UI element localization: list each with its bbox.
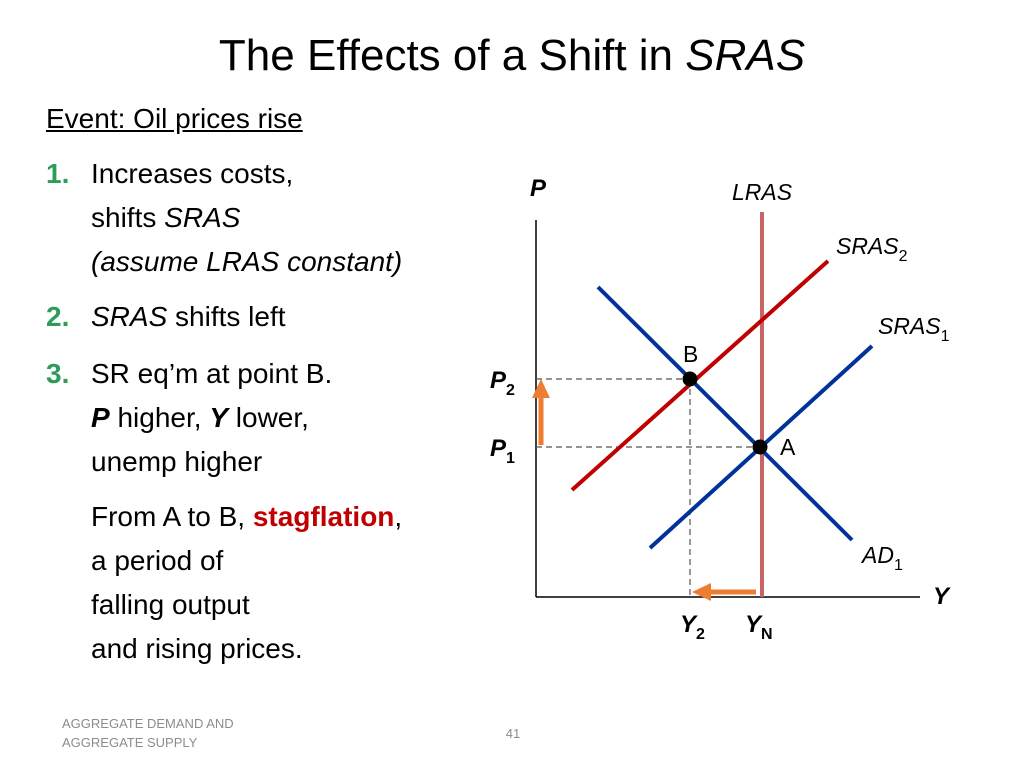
item-2-sras: SRAS [91,301,168,332]
point-b-marker [682,371,698,387]
y2-label-sub: 2 [696,626,705,643]
item-3-p-text: higher, [109,402,210,433]
sras1-label: SRAS1 [878,313,950,345]
yn-label-main: Y [745,611,763,638]
item-3-line-2: P higher, Y lower, [91,396,309,440]
item-2-number: 2. [46,301,70,332]
price-rise-arrowhead [532,379,550,398]
title-text: The Effects of a Shift in [218,31,674,80]
p1-label-main: P [490,435,507,462]
sras2-label: SRAS2 [836,233,908,265]
item-1-sras: SRAS [164,202,241,233]
sras1-label-sub: 1 [941,328,950,345]
item-1-line-1: Increases costs, [91,158,294,189]
item-3-line-1: SR eq’m at point B. [91,358,333,389]
item-3-line-3: unemp higher [91,446,263,477]
item-3-y-text: lower, [228,402,309,433]
stagflation-line-1: From A to B, stagflation, [91,495,402,539]
point-b-label: B [683,341,698,367]
item-1-number: 1. [46,158,70,189]
item-2-line: SRAS shifts left [91,295,286,339]
page-number: 41 [505,726,521,741]
output-fall-arrowhead [692,583,711,601]
title-italic: SRAS [685,31,806,80]
sras2-label-main: SRAS [836,233,899,259]
p2-label: P2 [490,367,515,399]
yn-label: YN [745,611,773,643]
stagflation-term: stagflation [252,501,395,532]
x-axis-label: Y [933,583,951,610]
item-1-line-3: (assume LRAS constant) [91,246,403,277]
item-3-number: 3. [46,358,70,389]
slide-title: The Effects of a Shift in SRAS [0,28,1024,84]
y2-label-main: Y [680,611,698,638]
ad1-curve [596,285,854,542]
stagflation-line-2: a period of [91,545,224,576]
ad1-label-sub: 1 [894,557,903,574]
stagflation-line-4: and rising prices. [91,633,303,664]
item-2-text: shifts left [167,301,286,332]
yn-label-sub: N [761,626,773,643]
event-heading: Event: Oil prices rise [46,103,303,134]
stagflation-suffix: , [394,501,403,532]
footer-course-title: AGGREGATE DEMAND AND AGGREGATE SUPPLY [62,714,234,752]
footer-line-2: AGGREGATE SUPPLY [62,735,198,750]
footer-line-1: AGGREGATE DEMAND AND [62,716,234,731]
y-axis-label: P [530,175,547,202]
sras1-label-main: SRAS [878,313,941,339]
item-1-text: shifts [91,202,165,233]
item-1-line-2: shifts SRAS [91,196,240,240]
stagflation-line-3: falling output [91,589,250,620]
ad1-label: AD1 [860,542,903,574]
point-a-marker [752,439,768,455]
sras2-curve [570,259,830,492]
point-a-label: A [780,434,796,460]
y2-label: Y2 [680,611,705,643]
p2-label-sub: 2 [506,382,515,399]
lras-label: LRAS [732,179,793,205]
p1-label: P1 [490,435,515,467]
p1-label-sub: 1 [506,450,515,467]
item-3-p: P [91,402,110,433]
stagflation-prefix: From A to B, [91,501,253,532]
ad1-label-main: AD [860,542,894,568]
item-3-y: Y [209,402,229,433]
sras2-label-sub: 2 [899,248,908,265]
p2-label-main: P [490,367,507,394]
